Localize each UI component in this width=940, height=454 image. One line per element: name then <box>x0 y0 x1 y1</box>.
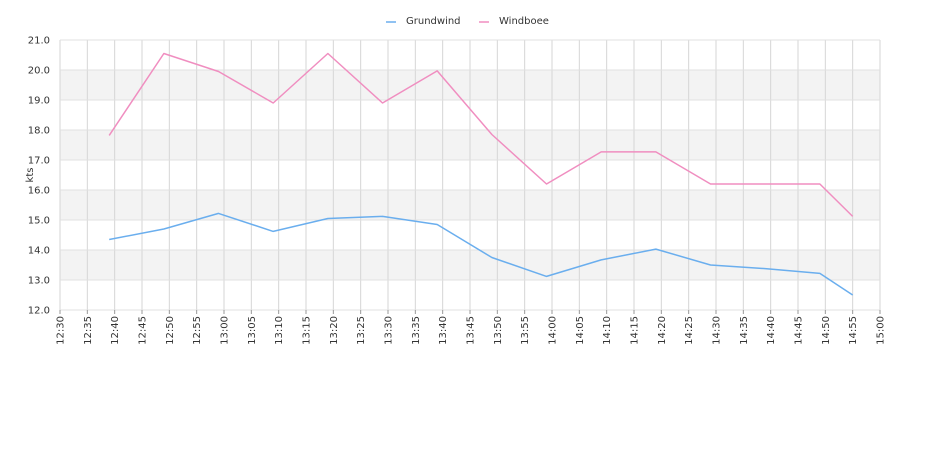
x-tick-label: 12:35 <box>83 316 94 345</box>
y-tick-label: 16.0 <box>28 186 50 197</box>
x-tick-label: 13:10 <box>274 316 285 345</box>
y-tick-label: 14.0 <box>28 246 50 257</box>
y-tick-label: 20.0 <box>28 66 50 77</box>
x-tick-label: 12:40 <box>110 316 121 345</box>
x-tick-label: 12:45 <box>138 316 149 345</box>
x-tick-label: 13:20 <box>329 316 340 345</box>
x-tick-label: 12:55 <box>192 316 203 345</box>
x-tick-label: 12:50 <box>165 316 176 345</box>
y-tick-label: 19.0 <box>28 96 50 107</box>
legend-label-windboee: Windboee <box>499 16 549 27</box>
x-tick-label: 14:45 <box>794 316 805 345</box>
x-tick-label: 14:35 <box>739 316 750 345</box>
y-tick-label: 13.0 <box>28 276 50 287</box>
x-tick-label: 13:55 <box>520 316 531 345</box>
x-tick-label: 13:15 <box>302 316 313 345</box>
y-tick-label: 21.0 <box>28 36 50 47</box>
x-tick-label: 13:00 <box>220 316 231 345</box>
x-tick-label: 14:55 <box>848 316 859 345</box>
x-tick-label: 14:30 <box>712 316 723 345</box>
x-tick-label: 13:25 <box>356 316 367 345</box>
y-tick-label: 18.0 <box>28 126 50 137</box>
x-tick-label: 15:00 <box>876 316 887 345</box>
y-tick-label: 12.0 <box>28 306 50 317</box>
x-tick-label: 13:40 <box>438 316 449 345</box>
y-tick-label: 15.0 <box>28 216 50 227</box>
x-tick-label: 14:25 <box>684 316 695 345</box>
legend: Grundwind Windboee <box>386 16 549 27</box>
x-tick-label: 13:50 <box>493 316 504 345</box>
x-tick-label: 13:35 <box>411 316 422 345</box>
x-tick-label: 12:30 <box>56 316 67 345</box>
legend-label-grundwind: Grundwind <box>406 16 461 27</box>
x-tick-label: 14:40 <box>766 316 777 345</box>
y-axis-label: kts <box>25 168 36 183</box>
y-tick-label: 17.0 <box>28 156 50 167</box>
x-tick-label: 13:05 <box>247 316 258 345</box>
x-tick-label: 13:45 <box>466 316 477 345</box>
x-tick-label: 14:15 <box>630 316 641 345</box>
x-tick-label: 14:50 <box>821 316 832 345</box>
x-tick-label: 14:10 <box>602 316 613 345</box>
x-axis-ticks: 12:30 12:35 12:40 12:45 12:50 12:55 13:00 13:05… <box>56 310 887 345</box>
x-tick-label: 14:20 <box>657 316 668 345</box>
x-tick-label: 13:30 <box>384 316 395 345</box>
x-tick-label: 14:00 <box>548 316 559 345</box>
x-tick-label: 14:05 <box>575 316 586 345</box>
